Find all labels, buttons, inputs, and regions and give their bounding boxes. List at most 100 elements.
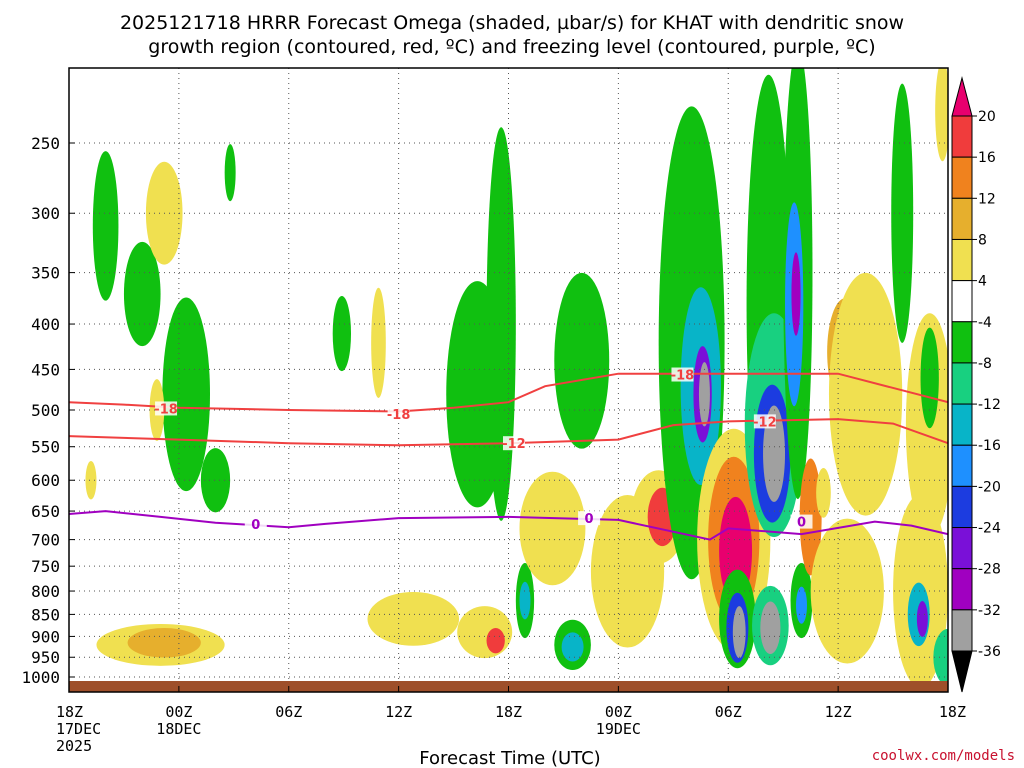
omega-cell-29 (698, 362, 710, 427)
omega-cell-12 (367, 592, 460, 646)
omega-cell-10 (332, 295, 352, 372)
y-tick-label-950: 950 (31, 648, 60, 667)
contour-label-bg-5 (244, 516, 267, 531)
x-tick-label-30-1: 19DEC (596, 720, 641, 738)
omega-cell-5 (224, 144, 236, 202)
colorbar-segment-1 (951, 156, 973, 199)
x-tick-label-0-2: 2025 (56, 737, 92, 755)
colorbar-label-5: -4 (978, 315, 992, 331)
omega-cell-59 (933, 628, 948, 686)
colorbar-label-9: -20 (978, 479, 1001, 495)
omega-shading (85, 68, 948, 688)
y-tick-label-800: 800 (31, 582, 60, 601)
omega-cell-1 (123, 241, 161, 347)
chart-title-line-2: growth region (contoured, red, ºC) and f… (148, 36, 875, 58)
omega-cell-7 (127, 628, 201, 658)
contour-label-bg-1 (387, 406, 410, 421)
omega-cell-46 (791, 252, 801, 336)
colorbar-label-12: -32 (978, 603, 1001, 619)
omega-cell-39 (763, 405, 786, 502)
contour-label-bg-4 (753, 414, 776, 429)
x-tick-label-6-1: 18DEC (156, 720, 201, 738)
contour-label-1: -18 (387, 408, 411, 423)
omega-cell-55 (891, 83, 914, 343)
x-axis-label: Forecast Time (UTC) (419, 748, 600, 768)
colorbar: 20 16 12 8 4 -4 -8 -12 -16 -20 -24 -28 -32 -36 (951, 76, 1001, 693)
contour-lines: -18 -18 -18 -12 -12 0 0 0 (69, 367, 948, 541)
colorbar-label-6: -8 (978, 356, 992, 372)
omega-cell-16 (486, 127, 516, 521)
contour-label-bg-2 (671, 367, 694, 382)
x-tick-label-36-0: 06Z (715, 703, 742, 721)
contour-label-5: 0 (251, 518, 260, 533)
colorbar-label-7: -12 (978, 397, 1001, 413)
x-tick-label-6-0: 00Z (165, 703, 192, 721)
y-tick-label-550: 550 (31, 438, 60, 457)
y-tick-label-400: 400 (31, 315, 60, 334)
credit-text: coolwx.com/models (872, 748, 1015, 764)
x-tick-label-42-0: 12Z (825, 703, 852, 721)
x-tick-label-48-0: 18Z (939, 703, 966, 721)
colorbar-label-1: 16 (978, 150, 996, 166)
omega-cell-56 (920, 327, 939, 429)
omega-cell-19 (519, 471, 586, 586)
omega-cell-43 (796, 586, 807, 624)
colorbar-label-0: 20 (978, 109, 996, 125)
freezing-level-contour (69, 510, 948, 541)
contour-label-bg-3 (502, 436, 525, 451)
omega-cell-48 (816, 468, 831, 518)
contour-label-4: -12 (753, 415, 777, 430)
contour-label-0: -18 (154, 402, 178, 417)
colorbar-segment-11 (951, 568, 973, 611)
omega-cell-4 (200, 448, 231, 513)
colorbar-segment-2 (951, 197, 973, 240)
colorbar-bottom-arrow (951, 650, 973, 693)
colorbar-segment-6 (951, 362, 973, 405)
colorbar-label-2: 12 (978, 191, 996, 207)
y-tick-label-750: 750 (31, 557, 60, 576)
omega-cell-41 (760, 601, 781, 655)
x-tick-label-0-1: 17DEC (56, 720, 101, 738)
colorbar-segment-12 (951, 609, 973, 652)
dendritic-contour-minus12-1 (69, 418, 948, 447)
colorbar-segment-8 (951, 444, 973, 487)
omega-cell-14 (486, 627, 505, 654)
y-tick-label-850: 850 (31, 605, 60, 624)
contour-label-3: -12 (502, 437, 526, 452)
y-tick-label-650: 650 (31, 502, 60, 521)
omega-cell-0 (92, 151, 119, 301)
y-axis: 250 300 350 400 450 500 550 600 650 700 750 800 850 9… (21, 134, 75, 687)
colorbar-label-13: -36 (978, 644, 1001, 660)
colorbar-segment-4 (951, 280, 973, 323)
x-tick-label-12-0: 06Z (275, 703, 302, 721)
colorbar-segment-5 (951, 321, 973, 364)
x-tick-label-18-0: 12Z (385, 703, 412, 721)
colorbar-label-11: -28 (978, 562, 1001, 578)
omega-cell-11 (371, 287, 386, 398)
plot-area: -18 -18 -18 -12 -12 0 0 0 (69, 68, 948, 692)
omega-cell-21 (561, 632, 584, 662)
colorbar-label-3: 8 (978, 232, 987, 248)
omega-cell-22 (554, 272, 610, 449)
chart-title-line-1: 2025121718 HRRR Forecast Omega (shaded, … (120, 12, 904, 34)
y-tick-label-700: 700 (31, 531, 60, 550)
contour-label-bg-0 (155, 401, 178, 416)
colorbar-label-4: 4 (978, 274, 987, 290)
omega-cell-8 (85, 460, 97, 500)
contour-label-2: -18 (671, 369, 695, 384)
omega-cell-18 (519, 581, 531, 620)
y-tick-label-900: 900 (31, 627, 60, 646)
colorbar-segment-10 (951, 527, 973, 570)
y-tick-label-500: 500 (31, 401, 60, 420)
colorbar-segment-7 (951, 403, 973, 446)
grid-lines (69, 68, 948, 692)
y-tick-label-250: 250 (31, 134, 60, 153)
contour-label-7: 0 (797, 516, 806, 531)
y-tick-label-1000: 1000 (21, 668, 60, 687)
omega-cell-50 (810, 518, 884, 664)
omega-cell-58 (916, 600, 928, 637)
colorbar-label-10: -24 (978, 521, 1001, 537)
colorbar-segment-9 (951, 485, 973, 529)
